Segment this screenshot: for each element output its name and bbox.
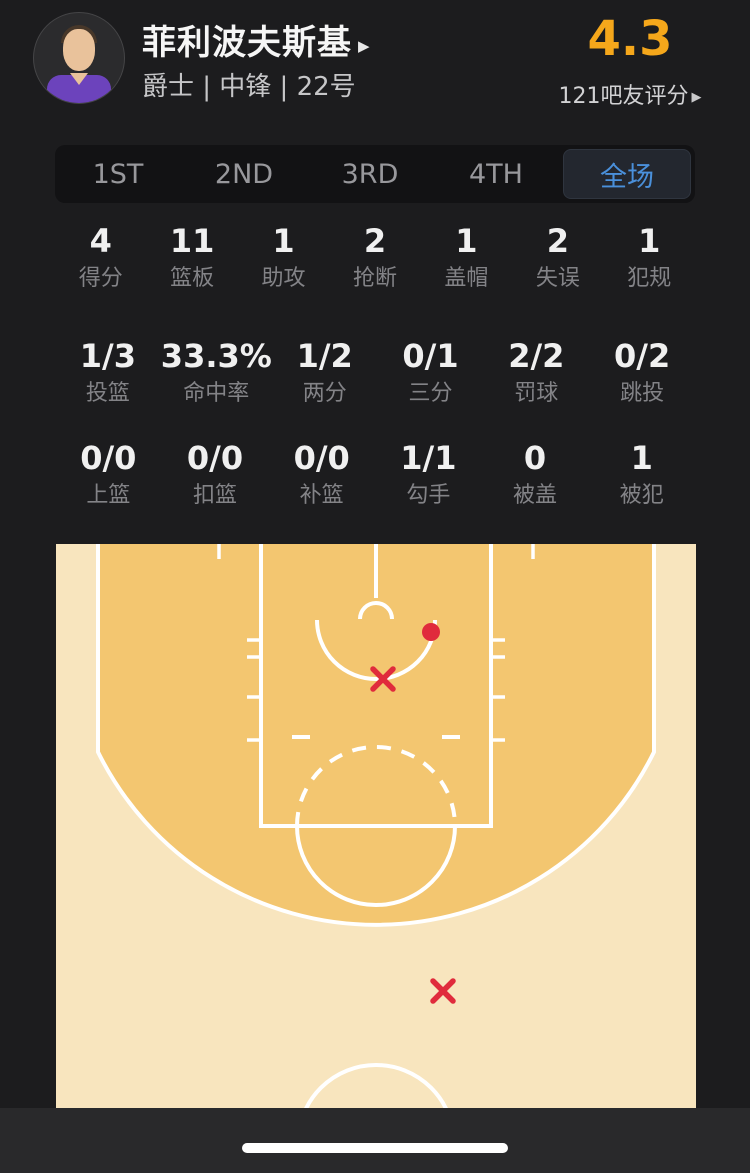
stat-label: 罚球 xyxy=(514,381,559,406)
stat-value: 0/0 xyxy=(80,439,137,477)
stat-value: 1/3 xyxy=(79,337,136,375)
stat-label: 失误 xyxy=(535,266,580,291)
quarter-tabbar: 1ST 2ND 3RD 4TH 全场 xyxy=(55,145,695,203)
stat-jumpshot: 0/2 跳投 xyxy=(589,337,695,407)
stat-steals: 2 抢断 xyxy=(329,222,420,292)
shot-made-marker xyxy=(422,623,440,641)
free-throw-circle-solid xyxy=(295,825,457,907)
stat-fouls-drawn: 1 被犯 xyxy=(588,439,695,509)
stat-value: 4 xyxy=(89,222,112,260)
stat-value: 0/0 xyxy=(186,439,244,477)
stat-label: 得分 xyxy=(78,266,123,291)
stat-label: 抢断 xyxy=(352,266,397,291)
rating-caption-text: 121吧友评分 xyxy=(558,84,689,109)
stat-label: 勾手 xyxy=(406,483,451,508)
stat-label: 扣篮 xyxy=(193,483,238,508)
stat-label: 投篮 xyxy=(85,381,130,406)
stat-value: 33.3% xyxy=(160,337,272,375)
stat-row-shooting: 1/3 投篮 33.3% 命中率 1/2 两分 0/1 三分 2/2 罚球 0/… xyxy=(55,337,695,407)
stat-label: 两分 xyxy=(302,381,347,406)
stat-ft: 2/2 罚球 xyxy=(483,337,589,407)
stat-putback: 0/0 补篮 xyxy=(268,439,375,509)
stat-value: 2 xyxy=(363,222,387,260)
tab-2nd[interactable]: 2ND xyxy=(214,158,274,190)
rating-block[interactable]: 4.3 121吧友评分 ▶ xyxy=(545,12,715,110)
stat-3pt: 0/1 三分 xyxy=(378,337,484,407)
free-throw-circle-dashed xyxy=(295,745,457,827)
rating-value: 4.3 xyxy=(587,11,673,67)
stat-label: 补篮 xyxy=(299,483,344,508)
player-avatar[interactable] xyxy=(33,12,125,104)
tab-full-game[interactable]: 全场 xyxy=(563,149,691,199)
stat-value: 0/0 xyxy=(293,439,350,477)
stat-got-blocked: 0 被盖 xyxy=(482,439,589,509)
player-name-block[interactable]: 菲利波夫斯基 ▶ 爵士 | 中锋 | 22号 xyxy=(142,22,370,103)
stat-label: 被犯 xyxy=(619,483,664,508)
stat-value: 1 xyxy=(272,222,295,260)
stat-fg: 1/3 投篮 xyxy=(55,337,161,407)
stat-fg-pct: 33.3% 命中率 xyxy=(161,337,272,407)
stat-value: 0/2 xyxy=(613,337,671,375)
stat-layup: 0/0 上篮 xyxy=(55,439,162,509)
tab-3rd[interactable]: 3RD xyxy=(341,158,399,190)
stat-label: 上篮 xyxy=(86,483,131,508)
rating-caption[interactable]: 121吧友评分 ▶ xyxy=(559,78,702,110)
stat-rebounds: 11 篮板 xyxy=(146,222,237,292)
stat-label: 盖帽 xyxy=(444,266,489,291)
stat-label: 跳投 xyxy=(620,381,665,406)
stat-value: 2 xyxy=(546,222,569,260)
tab-1st[interactable]: 1ST xyxy=(92,158,144,190)
bottom-system-bar xyxy=(0,1108,750,1173)
baseline-ticks xyxy=(217,544,535,559)
restricted-area-arc xyxy=(315,619,437,681)
stat-label: 命中率 xyxy=(183,381,250,406)
player-name[interactable]: 菲利波夫斯基 xyxy=(142,23,352,63)
name-chevron-right-icon: ▶ xyxy=(358,37,370,55)
key-lane xyxy=(259,544,493,828)
three-point-line xyxy=(96,544,656,927)
stat-label: 篮板 xyxy=(170,266,215,291)
stat-label: 助攻 xyxy=(261,266,306,291)
stat-value: 0/1 xyxy=(402,337,459,375)
stat-hook: 1/1 勾手 xyxy=(375,439,482,509)
player-meta: 爵士 | 中锋 | 22号 xyxy=(142,72,356,102)
tab-4th[interactable]: 4TH xyxy=(469,158,523,190)
stat-blocks: 1 盖帽 xyxy=(421,222,512,292)
shot-chart-svg xyxy=(56,544,696,1173)
court-floor-inside xyxy=(98,544,654,925)
stat-value: 1 xyxy=(455,222,478,260)
stat-row-basic: 4 得分 11 篮板 1 助攻 2 抢断 1 盖帽 2 失误 1 犯规 xyxy=(55,222,695,292)
stat-label: 被盖 xyxy=(513,483,558,508)
shot-chart xyxy=(56,544,696,1173)
stat-points: 4 得分 xyxy=(55,222,146,292)
stat-value: 1 xyxy=(638,222,661,260)
stat-value: 1 xyxy=(630,439,653,477)
stat-value: 2/2 xyxy=(508,337,565,375)
lane-hash-marks xyxy=(247,638,505,742)
stat-2pt: 1/2 两分 xyxy=(272,337,378,407)
stat-value: 11 xyxy=(169,222,215,260)
stat-fouls: 1 犯规 xyxy=(604,222,695,292)
avatar-face xyxy=(63,29,95,71)
stat-value: 1/2 xyxy=(296,337,353,375)
stat-value: 1/1 xyxy=(400,439,457,477)
stat-assists: 1 助攻 xyxy=(238,222,329,292)
stat-row-shot-types: 0/0 上篮 0/0 扣篮 0/0 补篮 1/1 勾手 0 被盖 1 被犯 xyxy=(55,439,695,509)
stat-turnovers: 2 失误 xyxy=(512,222,603,292)
shot-missed-marker xyxy=(430,978,456,1004)
shot-markers-layer xyxy=(370,623,456,1004)
shot-missed-marker xyxy=(370,666,396,692)
stat-label: 三分 xyxy=(408,381,453,406)
stat-value: 0 xyxy=(523,439,547,477)
rating-chevron-right-icon: ▶ xyxy=(691,90,702,105)
home-indicator[interactable] xyxy=(242,1143,508,1153)
rim-hook xyxy=(358,601,394,620)
stat-label: 犯规 xyxy=(627,266,672,291)
player-header: 菲利波夫斯基 ▶ 爵士 | 中锋 | 22号 4.3 121吧友评分 ▶ xyxy=(0,0,750,130)
stat-dunk: 0/0 扣篮 xyxy=(162,439,269,509)
